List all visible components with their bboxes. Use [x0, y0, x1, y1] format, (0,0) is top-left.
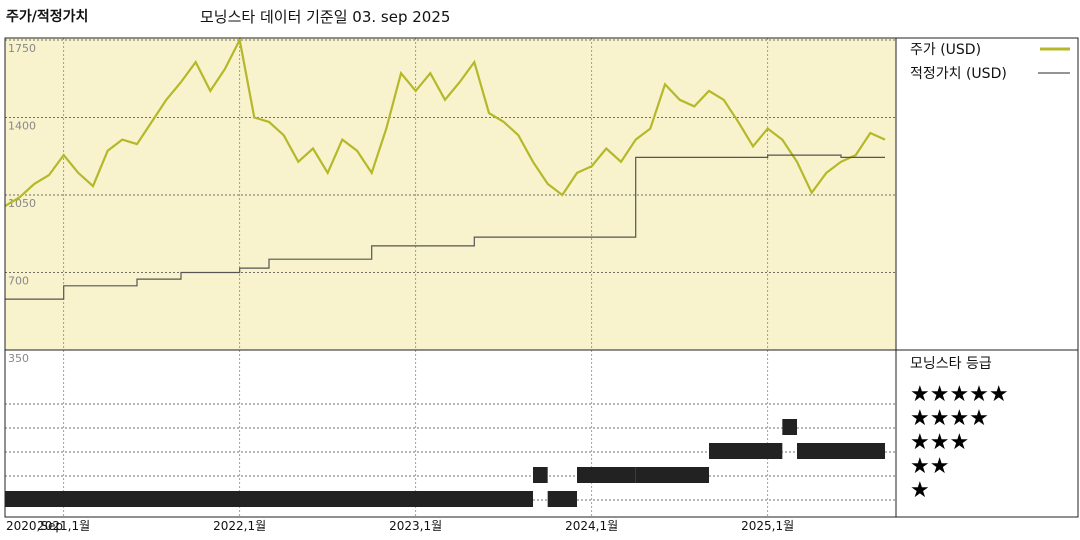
x-tick-label: 2025,1월: [741, 519, 794, 533]
rating-level-label: ★★: [910, 454, 949, 479]
rating-level-label: ★★★★: [910, 406, 989, 431]
legend-label: 적정가치 (USD): [910, 66, 1007, 82]
chart-frame: [4, 37, 1079, 518]
y-tick-label: 350: [8, 352, 29, 365]
legend: 주가 (USD) 적정가치 (USD) 모닝스타 등급: [910, 42, 1070, 372]
y-tick-label: 700: [8, 275, 29, 288]
rating-level-label: ★: [910, 478, 930, 503]
rating-bar: [547, 491, 577, 507]
rating-title: 모닝스타 등급: [910, 356, 992, 372]
rating-bar: [577, 467, 636, 483]
price-line: [4, 36, 886, 208]
series-lines: [4, 36, 886, 300]
y-tick-labels: 1750 1400 1050 700 350: [8, 42, 36, 365]
x-tick-label: 2022,1월: [213, 519, 266, 533]
rating-bar: [709, 443, 753, 459]
legend-label: 주가 (USD): [910, 42, 981, 58]
rating-bars: [5, 419, 885, 507]
rating-background: [5, 350, 896, 517]
rating-bar: [782, 419, 797, 435]
rating-bar: [5, 491, 533, 507]
fair-value-line: [5, 154, 885, 300]
y-tick-label: 1050: [8, 197, 36, 210]
rating-bar: [635, 467, 709, 483]
plot-background: [5, 38, 896, 350]
rating-bar: [753, 443, 783, 459]
rating-level-label: ★★★★★: [910, 382, 1009, 407]
x-tick-label: 2023,1월: [389, 519, 442, 533]
rating-bar: [533, 467, 548, 483]
chart-subtitle: 모닝스타 데이터 기준일 03. sep 2025: [200, 8, 451, 26]
x-tick-label: 2020,Sep: [6, 519, 63, 533]
x-tick-label: 2021,1월: [37, 519, 90, 533]
rating-bar: [797, 443, 885, 459]
rating-level-label: ★★★: [910, 430, 969, 455]
x-tick-label: 2024,1월: [565, 519, 618, 533]
y-tick-label: 1400: [8, 120, 36, 133]
chart-title: 주가/적정가치: [6, 9, 89, 25]
y-tick-label: 1750: [8, 42, 36, 55]
rating-levels: ★★★★★★★★★★★★★★★: [910, 382, 1009, 503]
